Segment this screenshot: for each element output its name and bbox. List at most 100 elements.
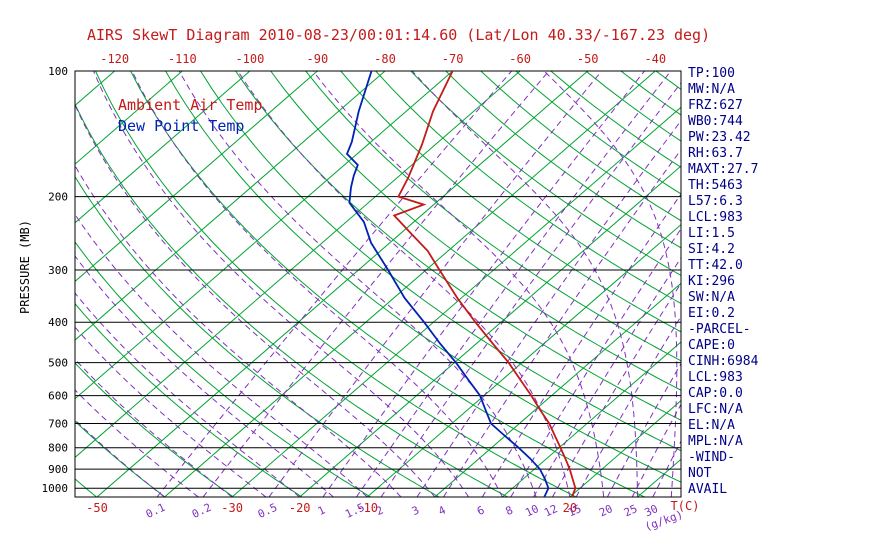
mixing-ratio-line — [380, 82, 681, 497]
dry-adiabat-line — [200, 71, 681, 452]
dry-adiabat-line — [75, 478, 97, 497]
stats-line: L57:6.3 — [688, 194, 743, 209]
mixing-ratio-line — [510, 227, 681, 497]
stats-line: TP:100 — [688, 66, 735, 81]
mixing-ratio-tick: 15 — [566, 502, 584, 519]
top-axis-tick: -70 — [442, 52, 464, 66]
dry-adiabat-line — [270, 71, 681, 391]
moist-adiabat-lines — [75, 71, 678, 497]
mixing-ratio-line — [355, 71, 672, 497]
pressure-tick: 800 — [48, 442, 68, 455]
dry-adiabat-line — [165, 71, 681, 483]
isotherm-line — [96, 71, 589, 497]
mixing-ratio-tick: 0.1 — [144, 501, 168, 521]
dry-adiabat-line — [75, 420, 166, 497]
isotherm-line — [75, 71, 453, 400]
stats-line: EI:0.2 — [688, 306, 735, 321]
isotherm-line — [231, 106, 681, 497]
pressure-tick: 300 — [48, 264, 68, 277]
moist-adiabat-line — [75, 103, 436, 497]
legend-dew-point-temp: Dew Point Temp — [118, 117, 245, 135]
isotherm-line — [75, 71, 386, 341]
mixing-ratio-line — [631, 403, 681, 497]
stats-line: LFC:N/A — [688, 402, 743, 417]
pressure-tick: 100 — [48, 65, 68, 78]
moist-adiabat-line — [75, 326, 267, 497]
stats-line: WB0:744 — [688, 114, 743, 129]
stats-line: -PARCEL- — [688, 322, 751, 337]
bottom-axis-tick: -10 — [356, 501, 378, 515]
stats-line: AVAIL — [688, 482, 728, 497]
stats-line: LI:1.5 — [688, 226, 735, 241]
mixing-ratio-line — [606, 362, 681, 497]
isotherm-line — [569, 399, 681, 497]
mixing-ratio-tick: 0.2 — [190, 501, 214, 521]
chart-title: AIRS SkewT Diagram 2010-08-23/00:01:14.6… — [87, 26, 711, 44]
stats-line: SI:4.2 — [688, 242, 735, 257]
mixing-ratio-tick: 8 — [504, 504, 515, 519]
dewpoint-curve — [345, 71, 550, 497]
moist-adiabat-line — [178, 71, 537, 497]
mixing-ratio-line — [322, 71, 645, 497]
dry-adiabat-line — [75, 362, 234, 497]
mixing-ratio-tick: 25 — [622, 502, 640, 519]
moist-adiabat-line — [312, 71, 605, 497]
top-axis-tick: -110 — [168, 52, 197, 66]
isotherm-line — [502, 341, 681, 497]
dry-adiabat-line — [445, 71, 681, 249]
moist-adiabat-line — [75, 255, 334, 497]
stats-line: CINH:6984 — [688, 354, 759, 369]
mixing-ratio-line — [268, 71, 602, 497]
stats-line: FRZ:627 — [688, 98, 743, 113]
mixing-ratio-tick: 0.5 — [256, 501, 280, 521]
isotherm-line — [434, 282, 681, 497]
top-axis-tick: -100 — [235, 52, 264, 66]
dry-adiabat-line — [95, 71, 577, 497]
bottom-axis-tick: -30 — [221, 501, 243, 515]
stats-line: EL:N/A — [688, 418, 735, 433]
dry-adiabat-line — [235, 71, 681, 421]
moist-adiabat-line — [75, 292, 301, 497]
dry-adiabat-line — [375, 71, 681, 305]
mixing-ratio-tick: 30 — [643, 502, 661, 519]
stats-line: TT:42.0 — [688, 258, 743, 273]
isotherm-line — [366, 223, 681, 497]
pressure-tick: 200 — [48, 191, 68, 204]
mixing-ratio-line — [202, 71, 550, 497]
mixing-ratio-line — [443, 148, 681, 497]
dry-adiabat-line — [75, 103, 508, 497]
dry-adiabat-line — [340, 71, 681, 333]
stats-line: PW:23.42 — [688, 130, 751, 145]
isotherm-line — [299, 165, 681, 497]
mixing-ratio-tick: 3 — [410, 504, 421, 519]
mixing-ratio-line — [533, 257, 681, 497]
isotherm-line — [75, 71, 318, 283]
top-axis-tick: -40 — [644, 52, 666, 66]
isotherm-line — [75, 71, 251, 224]
top-axis-tick: -120 — [100, 52, 129, 66]
isotherm-line — [75, 71, 183, 165]
mixing-ratio-tick: 10 — [523, 502, 541, 519]
mixing-ratio-lines — [156, 71, 681, 497]
temperature-curve — [392, 71, 577, 497]
mixing-ratio-line — [156, 71, 512, 497]
mixing-ratio-tick: 20 — [597, 502, 615, 519]
x-axis-unit-label: T(C) — [671, 499, 700, 513]
stats-line: CAPE:0 — [688, 338, 735, 353]
stats-line: LCL:983 — [688, 210, 743, 225]
stats-line: -WIND- — [688, 450, 735, 465]
stats-panel: TP:100 MW:N/A FRZ:627 WB0:744 PW:23.42 RH:63.… — [688, 66, 758, 498]
dry-adiabat-line — [305, 71, 681, 362]
mixing-ratio-line — [416, 119, 681, 497]
moist-adiabat-line — [543, 71, 678, 497]
plot-border — [74, 70, 682, 498]
pressure-tick: 400 — [48, 316, 68, 329]
pressure-tick: 1000 — [42, 482, 69, 495]
mixing-ratio-line — [575, 315, 681, 497]
moist-adiabat-line — [75, 164, 402, 497]
dry-adiabat-line — [75, 175, 440, 497]
dry-adiabat-line — [75, 302, 303, 497]
stats-line: RH:63.7 — [688, 146, 743, 161]
dry-adiabat-line — [410, 71, 681, 277]
pressure-tick: 900 — [48, 463, 68, 476]
